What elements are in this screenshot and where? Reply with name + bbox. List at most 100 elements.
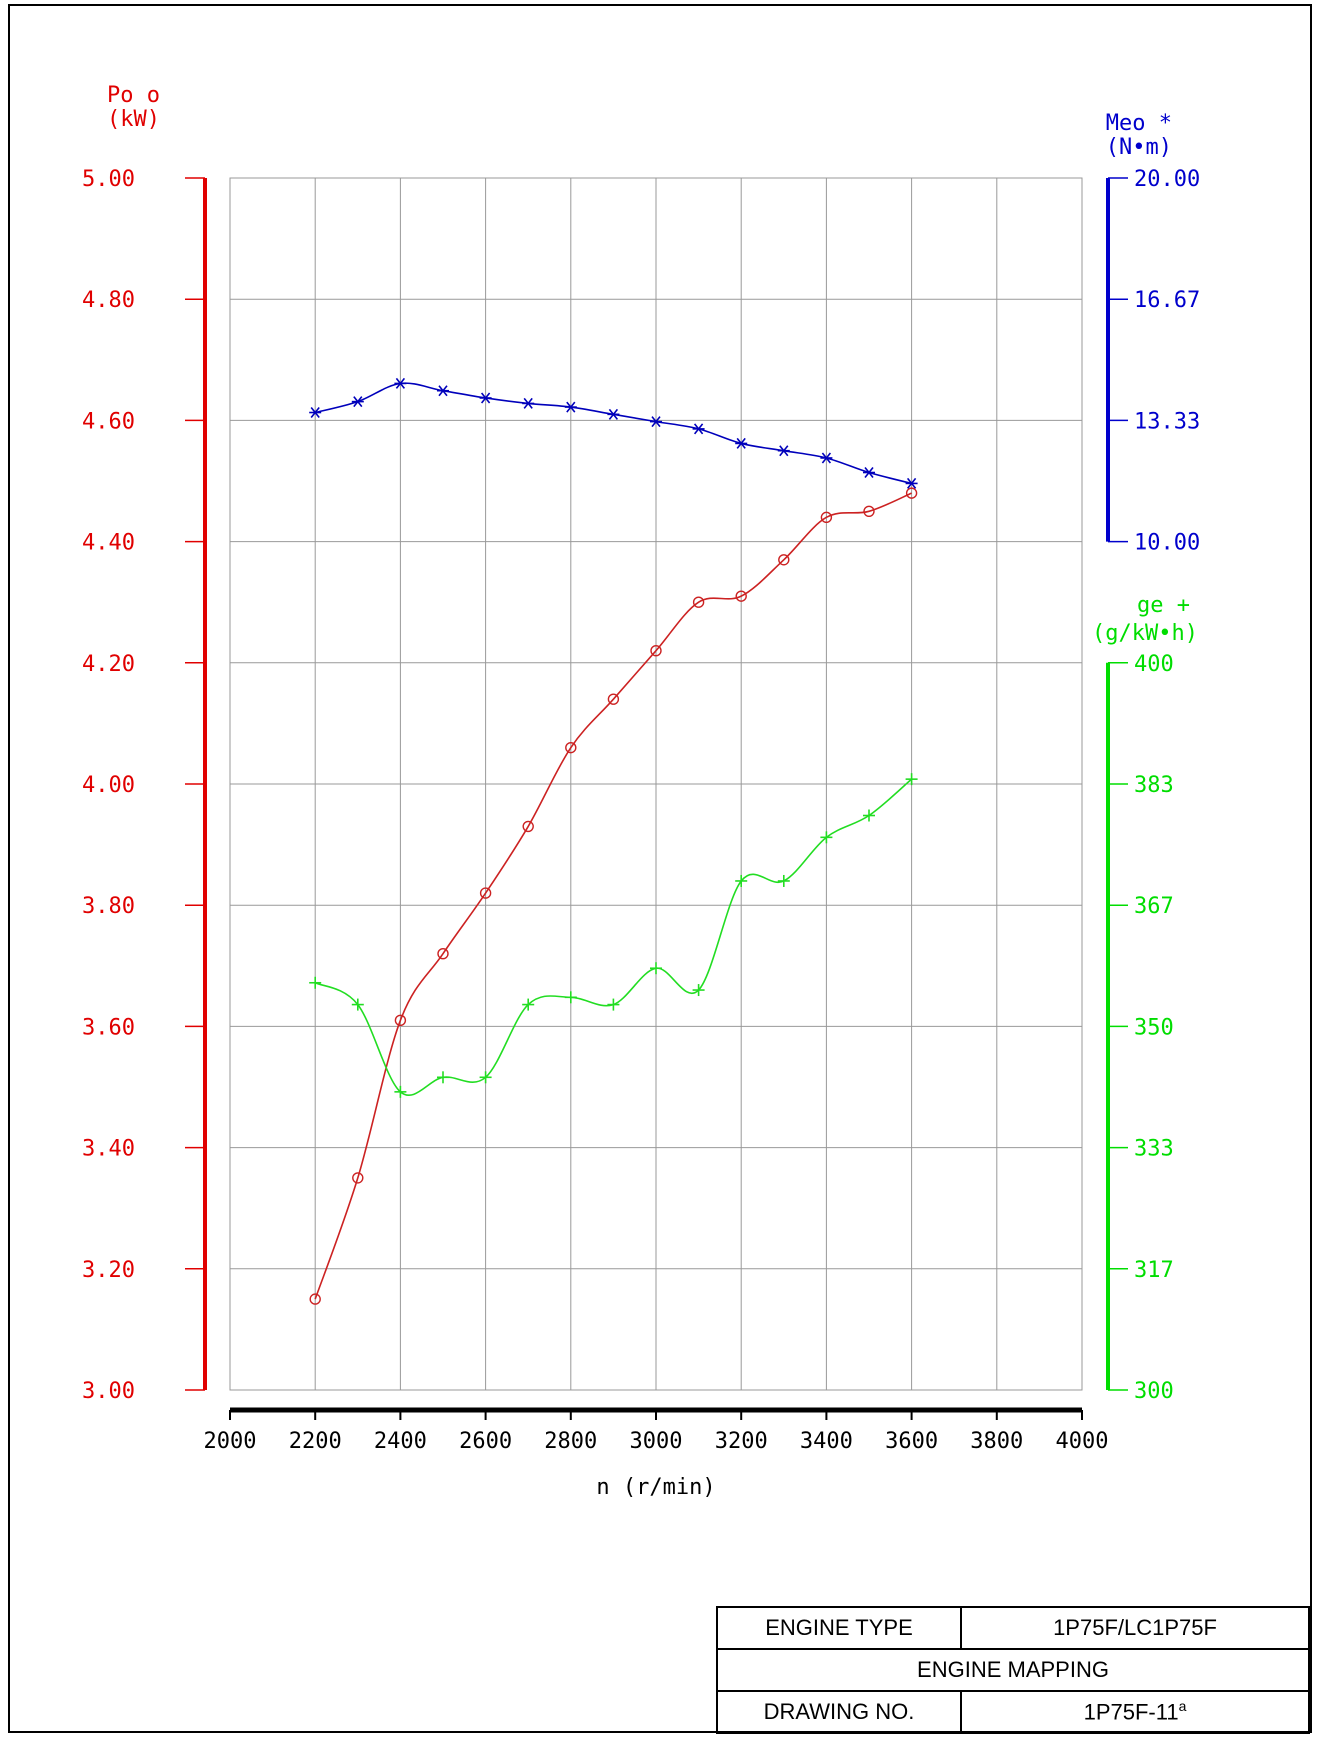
meo-series-line xyxy=(315,382,912,485)
star-stroke xyxy=(779,445,789,457)
po-series-line xyxy=(314,492,912,1300)
ge-data-point xyxy=(522,998,535,1011)
po-data-point xyxy=(863,505,875,517)
ge-data-point xyxy=(479,1071,492,1084)
meo-data-point xyxy=(437,385,449,397)
x-tick-label: 2600 xyxy=(459,1429,512,1454)
ge-data-point xyxy=(351,998,364,1011)
chart-series xyxy=(309,377,918,1305)
power-tick-label: 3.60 xyxy=(82,1015,135,1040)
power-axis-title: Po o xyxy=(107,83,160,108)
chart-grid xyxy=(229,177,1083,1391)
power-tick-label: 5.00 xyxy=(82,167,135,192)
po-data-point xyxy=(778,554,790,566)
x-tick-label: 2400 xyxy=(374,1429,427,1454)
torque-axis-title: Meo * xyxy=(1106,111,1172,136)
power-tick-label: 4.20 xyxy=(82,652,135,677)
drawing-no-value-cell: 1P75F-11a xyxy=(960,1690,1310,1734)
ge-data-point xyxy=(692,984,705,997)
po-data-point xyxy=(905,487,918,499)
power-tick-label: 4.40 xyxy=(82,531,135,556)
power-tick-label: 4.00 xyxy=(82,773,135,798)
fuel-axis-unit: (g/kW•h) xyxy=(1092,621,1198,646)
ge-data-point xyxy=(820,831,833,844)
power-tick-label: 4.80 xyxy=(82,288,135,313)
meo-data-point xyxy=(820,452,833,464)
star-stroke xyxy=(353,396,363,408)
x-tick-label: 2000 xyxy=(204,1429,257,1454)
chart-axes xyxy=(185,177,1128,1420)
power-tick-label: 4.60 xyxy=(82,409,135,434)
po-data-point xyxy=(522,820,534,833)
fuel-tick-label: 350 xyxy=(1134,1015,1174,1040)
power-tick-label: 3.40 xyxy=(82,1137,135,1162)
meo-data-point xyxy=(607,408,620,420)
meo-data-point xyxy=(394,377,407,389)
po-data-point xyxy=(650,644,662,657)
meo-data-point xyxy=(309,407,322,419)
title-block: ENGINE TYPE 1P75F/LC1P75F ENGINE MAPPING… xyxy=(716,1606,1310,1734)
star-stroke xyxy=(480,392,491,404)
x-tick-label: 3600 xyxy=(885,1429,938,1454)
x-tick-label: 2800 xyxy=(544,1429,597,1454)
x-tick-label: 3000 xyxy=(630,1429,683,1454)
drawing-no-suffix: a xyxy=(1178,1698,1187,1715)
ge-data-point xyxy=(650,962,662,975)
star-stroke xyxy=(310,407,320,419)
star-stroke xyxy=(651,416,661,428)
ge-data-point xyxy=(863,809,875,822)
x-tick-label: 3200 xyxy=(715,1429,768,1454)
po-data-point xyxy=(565,741,577,754)
x-tick-label: 3800 xyxy=(970,1429,1023,1454)
meo-data-point xyxy=(735,437,748,449)
po-data-point xyxy=(394,1014,407,1027)
fuel-tick-label: 333 xyxy=(1134,1137,1174,1162)
drawing-no-value: 1P75F-11 xyxy=(1083,1699,1179,1725)
drawing-frame xyxy=(8,4,1312,1733)
fuel-tick-label: 300 xyxy=(1134,1379,1174,1404)
fuel-axis-title: ge + xyxy=(1137,593,1190,618)
meo-data-point xyxy=(522,397,535,409)
power-tick-label: 3.80 xyxy=(82,894,135,919)
po-data-point xyxy=(479,887,492,899)
star-stroke xyxy=(864,467,874,479)
power-tick-label: 3.20 xyxy=(82,1258,135,1283)
fuel-tick-label: 383 xyxy=(1134,773,1174,798)
po-data-point xyxy=(692,596,705,608)
ge-data-point xyxy=(394,1085,407,1098)
star-stroke xyxy=(736,437,746,449)
fuel-tick-label: 400 xyxy=(1134,652,1174,677)
x-tick-label: 3400 xyxy=(800,1429,853,1454)
torque-tick-label: 10.00 xyxy=(1134,531,1200,556)
fuel-tick-label: 367 xyxy=(1134,894,1174,919)
star-stroke xyxy=(523,397,533,409)
ge-data-point xyxy=(607,998,620,1011)
ge-series-line xyxy=(314,778,913,1096)
ge-data-point xyxy=(735,874,748,887)
ge-data-point xyxy=(905,773,918,786)
torque-tick-label: 16.67 xyxy=(1134,288,1200,313)
ge-data-point xyxy=(437,1071,449,1084)
po-data-point xyxy=(735,590,747,602)
power-axis-unit: (kW) xyxy=(107,107,160,132)
meo-data-point xyxy=(650,416,662,428)
meo-data-point xyxy=(777,445,790,457)
engine-type-label: ENGINE TYPE xyxy=(716,1606,962,1650)
fuel-tick-label: 317 xyxy=(1134,1258,1174,1283)
x-tick-label: 2200 xyxy=(289,1429,342,1454)
meo-data-point xyxy=(479,392,492,404)
po-data-point xyxy=(820,511,833,524)
ge-data-point xyxy=(777,874,790,887)
x-tick-label: 4000 xyxy=(1056,1429,1109,1454)
ge-data-point xyxy=(564,991,577,1004)
star-stroke xyxy=(438,385,448,397)
star-stroke xyxy=(608,408,619,420)
meo-data-point xyxy=(905,477,918,489)
po-data-point xyxy=(352,1172,364,1184)
star-stroke xyxy=(395,377,406,389)
drawing-no-label: DRAWING NO. xyxy=(716,1690,962,1734)
torque-tick-label: 13.33 xyxy=(1134,409,1200,434)
meo-data-point xyxy=(863,467,875,479)
engine-type-value: 1P75F/LC1P75F xyxy=(960,1606,1310,1650)
torque-tick-label: 20.00 xyxy=(1134,167,1200,192)
